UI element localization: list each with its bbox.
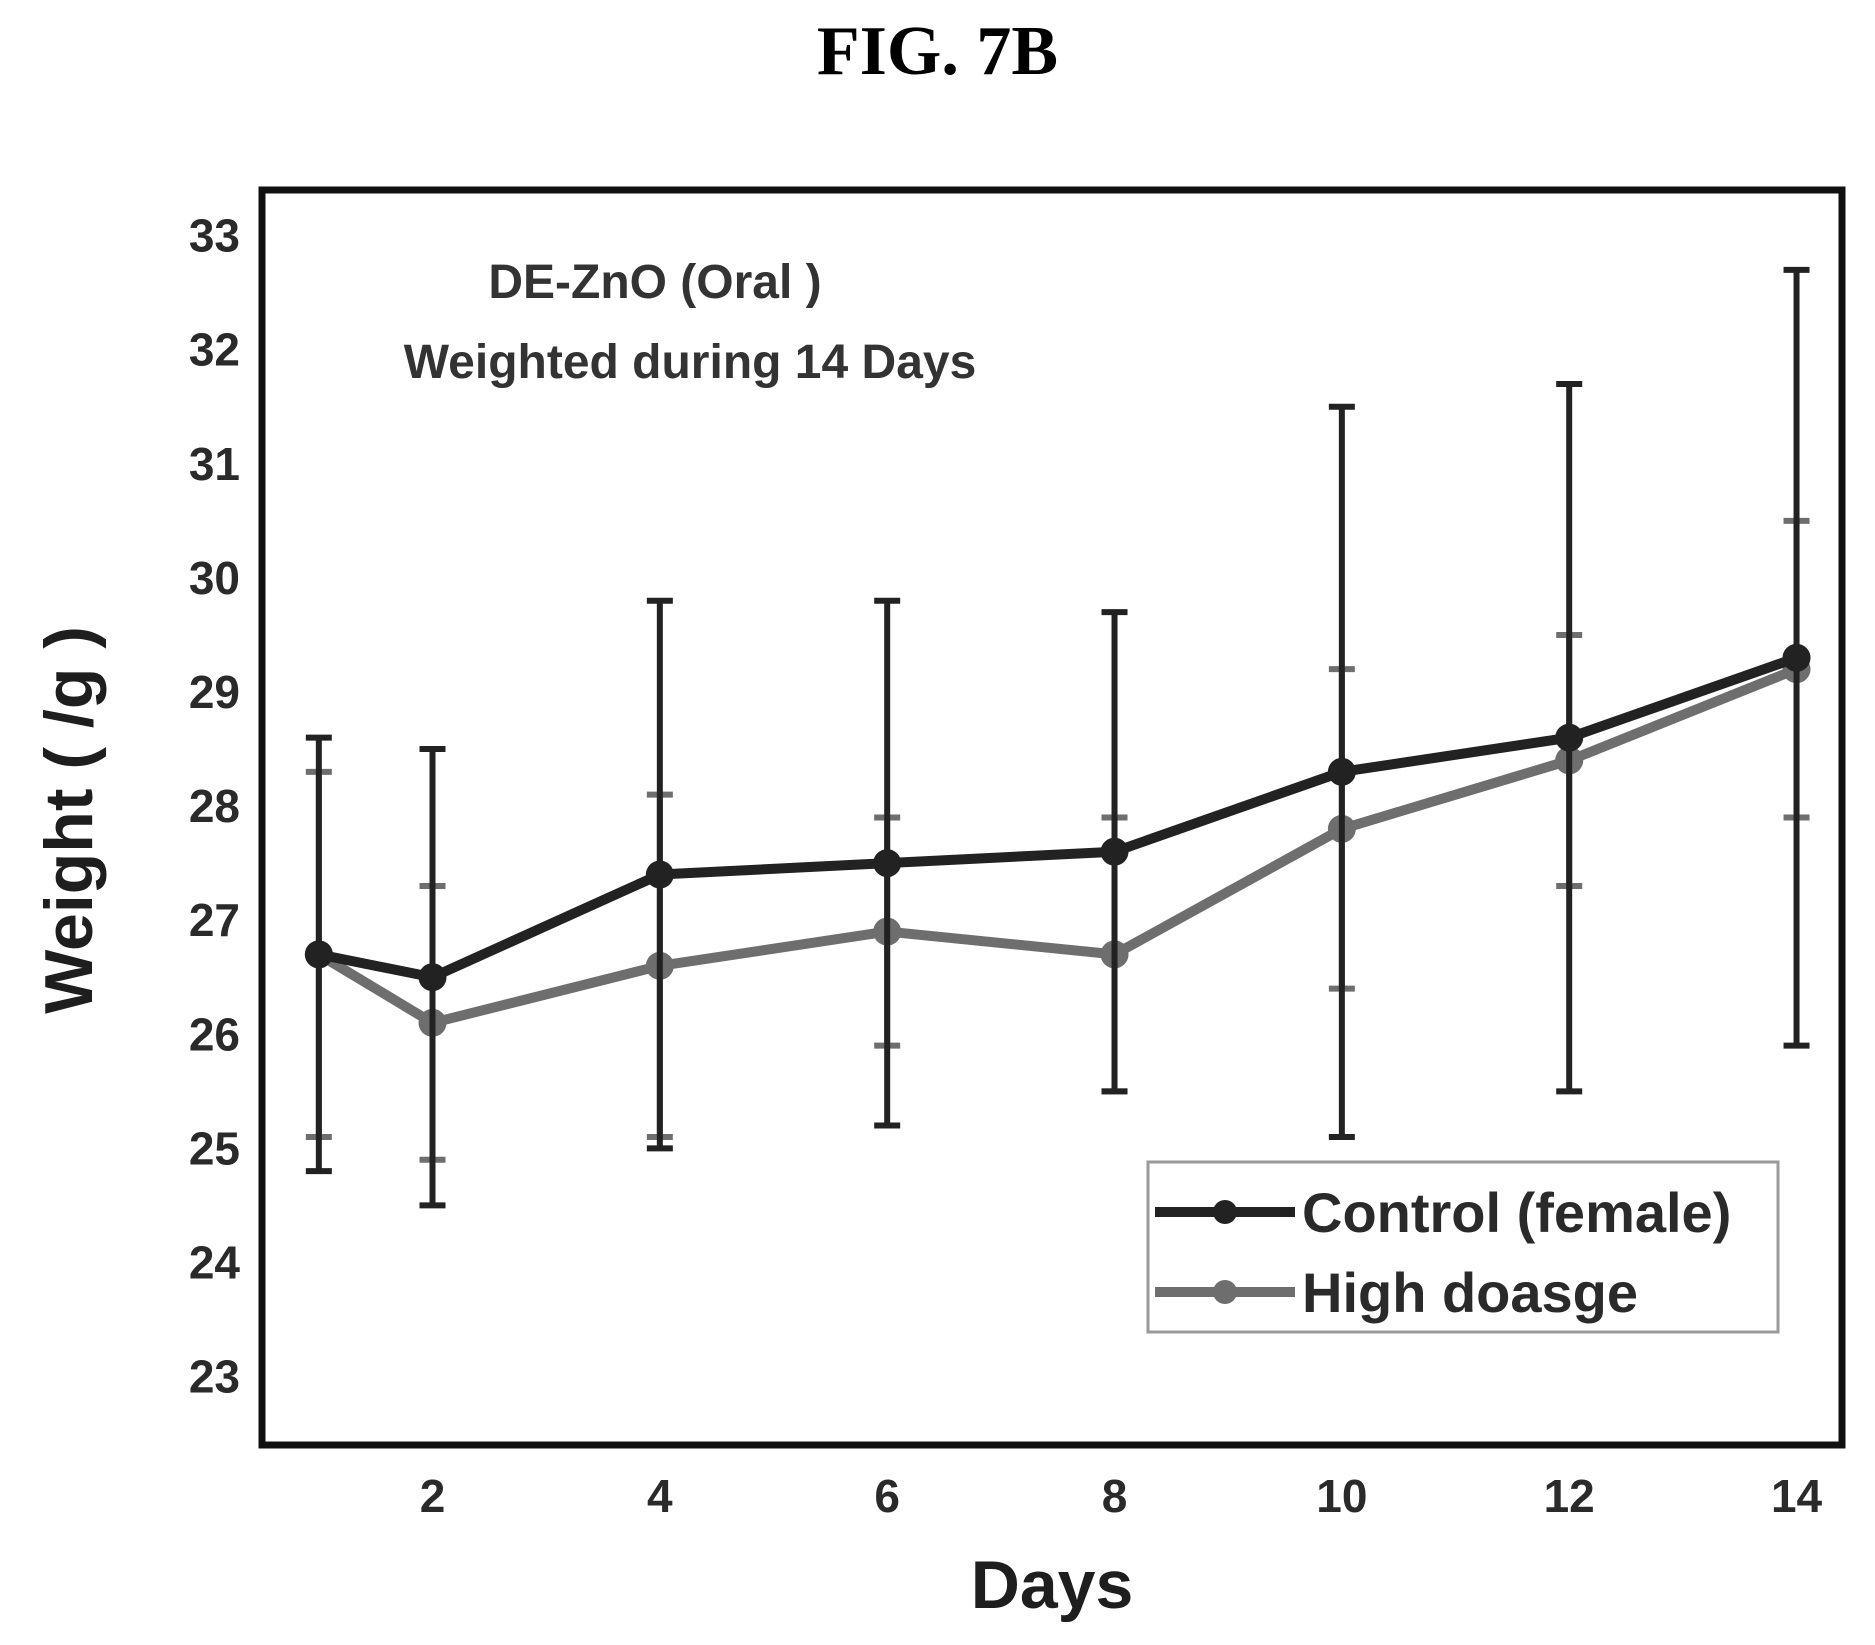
- legend-label-high-dosage: High doasge: [1302, 1261, 1638, 1324]
- y-tick-label: 28: [189, 780, 240, 832]
- data-point: [1782, 643, 1811, 672]
- data-point: [418, 963, 447, 992]
- legend: Control (female) High doasge: [1146, 1160, 1780, 1334]
- chart-annotation-line-1: DE-ZnO (Oral ): [488, 256, 821, 309]
- y-tick-label: 23: [189, 1351, 240, 1403]
- series-line: [317, 653, 1799, 983]
- x-tick-label: 14: [1771, 1470, 1823, 1522]
- y-tick-label: 33: [189, 210, 240, 262]
- x-axis-ticks: 2 4 6 8 10 12 14: [420, 1470, 1823, 1522]
- x-tick-label: 2: [420, 1470, 446, 1522]
- series-control: [304, 266, 1811, 1209]
- figure-title: FIG. 7B: [816, 13, 1059, 90]
- legend-label-control: Control (female): [1302, 1181, 1731, 1244]
- y-tick-label: 29: [189, 666, 240, 718]
- y-tick-label: 32: [189, 324, 240, 376]
- data-point: [304, 940, 333, 969]
- y-axis-title: Weight ( /g ): [31, 626, 107, 1014]
- x-tick-label: 4: [647, 1470, 673, 1522]
- series-high_dosage: [304, 517, 1811, 1163]
- legend-marker-control: [1213, 1200, 1237, 1224]
- y-tick-label: 26: [189, 1008, 240, 1060]
- y-tick-label: 31: [189, 438, 240, 490]
- data-point: [873, 849, 902, 878]
- y-tick-label: 25: [189, 1122, 240, 1174]
- data-point: [1555, 723, 1584, 752]
- legend-marker-high-dosage: [1213, 1280, 1237, 1304]
- y-tick-label: 24: [189, 1236, 241, 1288]
- x-axis-title: Days: [971, 1547, 1134, 1623]
- data-point: [645, 860, 674, 889]
- x-tick-label: 10: [1316, 1470, 1367, 1522]
- legend-box: [1146, 1160, 1780, 1334]
- x-tick-label: 6: [874, 1470, 900, 1522]
- y-tick-label: 27: [189, 894, 240, 946]
- y-axis-ticks: 23 24 25 26 27 28 29 30 31 32 33: [189, 210, 241, 1403]
- data-point: [1327, 757, 1356, 786]
- x-tick-label: 12: [1544, 1470, 1595, 1522]
- data-point: [1100, 837, 1129, 866]
- y-tick-label: 30: [189, 552, 240, 604]
- series-layer: [304, 266, 1811, 1209]
- chart-annotation-line-2: Weighted during 14 Days: [404, 336, 977, 389]
- plot-frame: [258, 186, 1846, 1449]
- series-line: [316, 664, 1799, 1028]
- x-tick-label: 8: [1102, 1470, 1128, 1522]
